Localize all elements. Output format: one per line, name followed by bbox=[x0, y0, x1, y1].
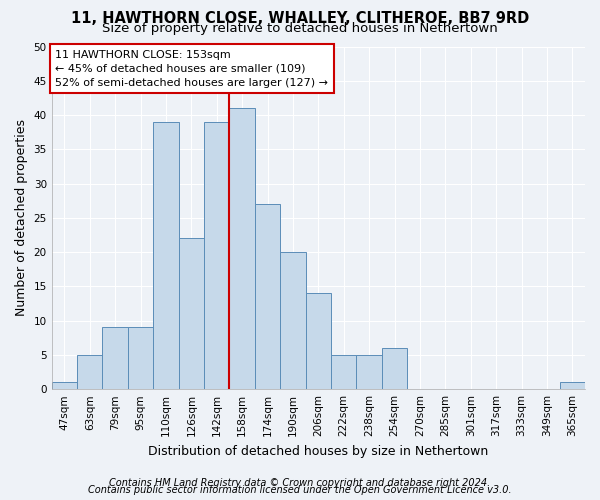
Bar bbox=[77, 355, 103, 389]
Bar bbox=[382, 348, 407, 389]
Bar bbox=[305, 293, 331, 389]
Text: Contains public sector information licensed under the Open Government Licence v3: Contains public sector information licen… bbox=[88, 485, 512, 495]
Y-axis label: Number of detached properties: Number of detached properties bbox=[15, 120, 28, 316]
Bar bbox=[356, 355, 382, 389]
Bar bbox=[179, 238, 204, 389]
Text: 11 HAWTHORN CLOSE: 153sqm
← 45% of detached houses are smaller (109)
52% of semi: 11 HAWTHORN CLOSE: 153sqm ← 45% of detac… bbox=[55, 50, 328, 88]
Bar bbox=[128, 328, 153, 389]
Bar bbox=[153, 122, 179, 389]
Text: 11, HAWTHORN CLOSE, WHALLEY, CLITHEROE, BB7 9RD: 11, HAWTHORN CLOSE, WHALLEY, CLITHEROE, … bbox=[71, 11, 529, 26]
Text: Contains HM Land Registry data © Crown copyright and database right 2024.: Contains HM Land Registry data © Crown c… bbox=[109, 478, 491, 488]
Bar bbox=[331, 355, 356, 389]
Bar bbox=[204, 122, 229, 389]
Text: Size of property relative to detached houses in Nethertown: Size of property relative to detached ho… bbox=[102, 22, 498, 35]
Bar bbox=[255, 204, 280, 389]
X-axis label: Distribution of detached houses by size in Nethertown: Distribution of detached houses by size … bbox=[148, 444, 488, 458]
Bar bbox=[52, 382, 77, 389]
Bar bbox=[103, 328, 128, 389]
Bar bbox=[280, 252, 305, 389]
Bar bbox=[229, 108, 255, 389]
Bar bbox=[560, 382, 585, 389]
